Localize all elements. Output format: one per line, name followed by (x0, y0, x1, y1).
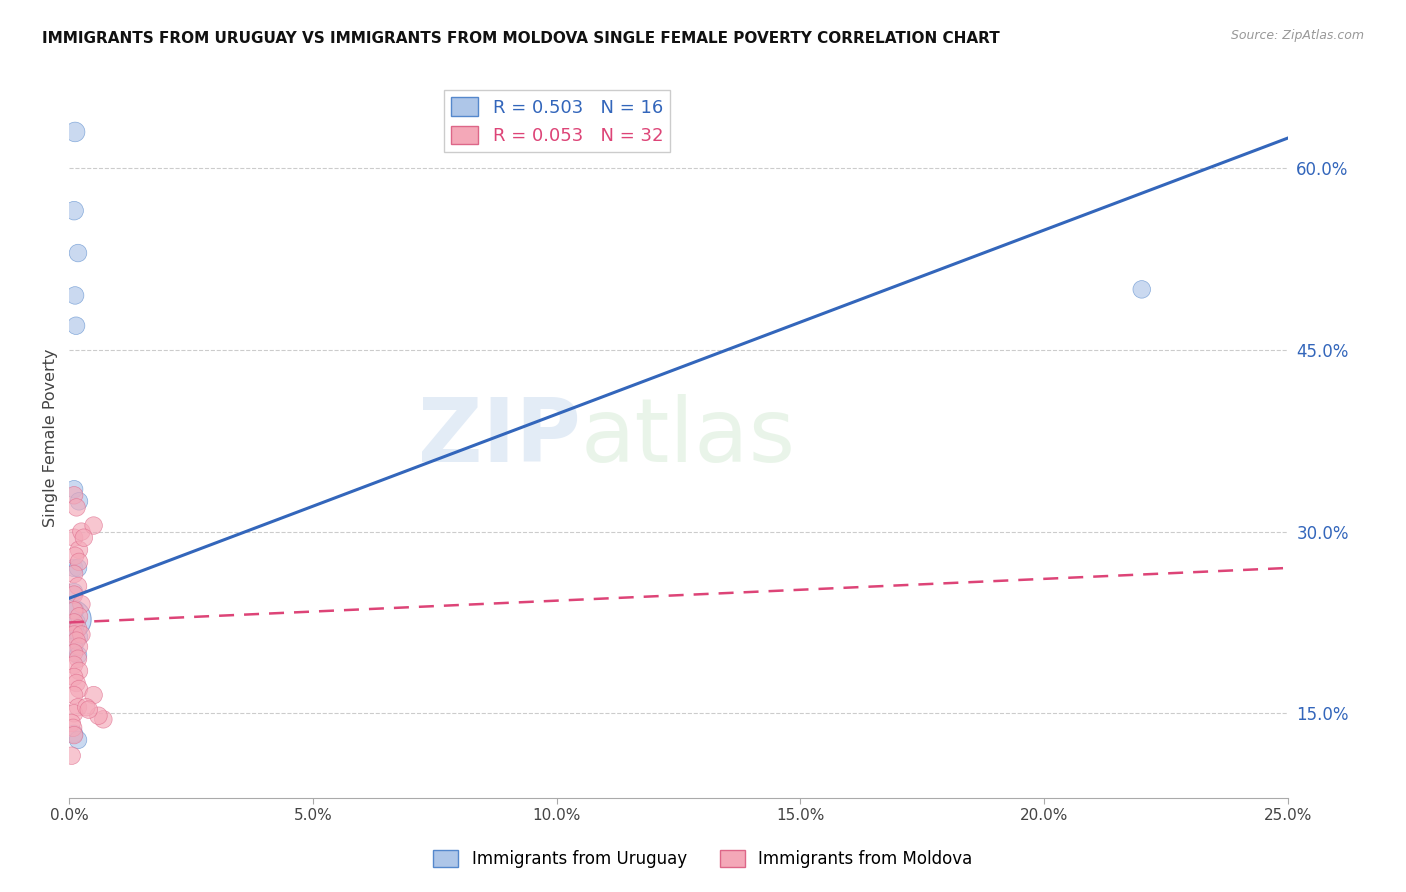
Legend: Immigrants from Uruguay, Immigrants from Moldova: Immigrants from Uruguay, Immigrants from… (426, 843, 980, 875)
Point (67, 630, 90, 644)
Point (66, 561, 89, 575)
Legend: R = 0.503   N = 16, R = 0.053   N = 32: R = 0.503 N = 16, R = 0.053 N = 32 (444, 90, 671, 153)
Point (67, 609, 90, 624)
Point (63, 603, 86, 617)
Point (65, 676, 87, 690)
Point (63, 688, 86, 702)
Point (66, 579, 89, 593)
Point (77, 703, 100, 717)
Point (70, 524, 93, 539)
Point (83, 688, 105, 702)
Point (70, 597, 93, 611)
Point (67, 555, 90, 569)
Point (1130, 282, 1153, 296)
Point (63, 588, 86, 602)
Text: atlas: atlas (581, 394, 796, 482)
Text: ZIP: ZIP (419, 394, 581, 482)
Point (66, 622, 89, 636)
Point (63, 640, 86, 654)
Point (93, 712, 115, 726)
Point (83, 518, 105, 533)
Point (63, 482, 86, 496)
Point (65, 318, 87, 333)
Point (60, 716, 83, 731)
Point (63, 603, 86, 617)
Point (63, 488, 86, 502)
Point (63, 585, 86, 599)
Point (65, 615, 87, 630)
Point (67, 640, 90, 654)
Y-axis label: Single Female Poverty: Single Female Poverty (44, 349, 58, 527)
Point (63, 670, 86, 684)
Point (63, 646, 86, 660)
Point (87, 708, 110, 723)
Point (60, 748, 83, 763)
Point (63, 288, 86, 302)
Point (62, 721, 84, 735)
Point (65, 633, 87, 648)
Point (66, 700, 89, 714)
Point (63, 561, 86, 575)
Point (67, 681, 90, 696)
Point (63, 728, 86, 742)
Point (66, 246, 89, 260)
Point (63, 627, 86, 641)
Point (67, 542, 90, 557)
Point (66, 648, 89, 662)
Point (73, 531, 96, 545)
Point (63, 727, 86, 741)
Point (75, 700, 97, 714)
Point (63, 657, 86, 672)
Point (60, 612, 83, 626)
Point (67, 494, 90, 508)
Point (66, 733, 89, 747)
Point (65, 500, 87, 515)
Point (63, 549, 86, 563)
Point (66, 652, 89, 666)
Point (63, 203, 86, 218)
Point (70, 627, 93, 641)
Point (63, 567, 86, 582)
Point (63, 531, 86, 545)
Point (63, 624, 86, 638)
Point (63, 706, 86, 721)
Text: Source: ZipAtlas.com: Source: ZipAtlas.com (1230, 29, 1364, 42)
Point (63, 615, 86, 630)
Point (63, 125, 86, 139)
Point (67, 664, 90, 678)
Text: IMMIGRANTS FROM URUGUAY VS IMMIGRANTS FROM MOLDOVA SINGLE FEMALE POVERTY CORRELA: IMMIGRANTS FROM URUGUAY VS IMMIGRANTS FR… (42, 31, 1000, 46)
